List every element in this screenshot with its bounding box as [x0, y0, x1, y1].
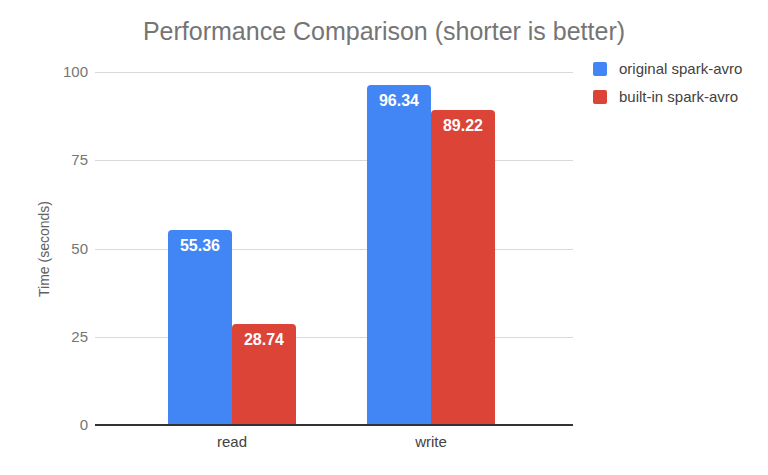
y-tick-label-75: 75 — [28, 151, 88, 169]
bar-read-original-spark-avro: 55.36 — [168, 230, 232, 425]
legend-label: original spark-avro — [619, 60, 742, 78]
bar-chart: Performance Comparison (shorter is bette… — [0, 0, 768, 475]
legend-item-original-spark-avro: original spark-avro — [593, 59, 742, 78]
chart-title: Performance Comparison (shorter is bette… — [0, 16, 768, 46]
gridline-100 — [95, 72, 573, 73]
gridline-75 — [95, 160, 573, 161]
bar-value-label: 28.74 — [244, 331, 284, 349]
bar-value-label: 96.34 — [379, 92, 419, 110]
bar-value-label: 89.22 — [443, 117, 483, 135]
y-tick-label-0: 0 — [28, 416, 88, 434]
bar-read-built-in-spark-avro: 28.74 — [232, 324, 296, 425]
bar-write-original-spark-avro: 96.34 — [367, 85, 431, 425]
bar-value-label: 55.36 — [180, 237, 220, 255]
y-tick-label-100: 100 — [28, 63, 88, 81]
legend-item-built-in-spark-avro: built-in spark-avro — [593, 87, 742, 106]
legend-label: built-in spark-avro — [619, 88, 738, 106]
x-axis-line — [95, 424, 573, 426]
y-tick-label-50: 50 — [28, 240, 88, 258]
plot-area: 55.36 28.74 96.34 89.22 — [95, 72, 573, 425]
gridline-50 — [95, 249, 573, 250]
legend-swatch — [593, 90, 607, 104]
x-category-label-write: write — [415, 433, 447, 451]
gridline-25 — [95, 337, 573, 338]
legend: original spark-avro built-in spark-avro — [593, 59, 742, 106]
bar-write-built-in-spark-avro: 89.22 — [431, 110, 495, 425]
x-category-label-read: read — [217, 433, 247, 451]
legend-swatch — [593, 62, 607, 76]
y-tick-label-25: 25 — [28, 328, 88, 346]
